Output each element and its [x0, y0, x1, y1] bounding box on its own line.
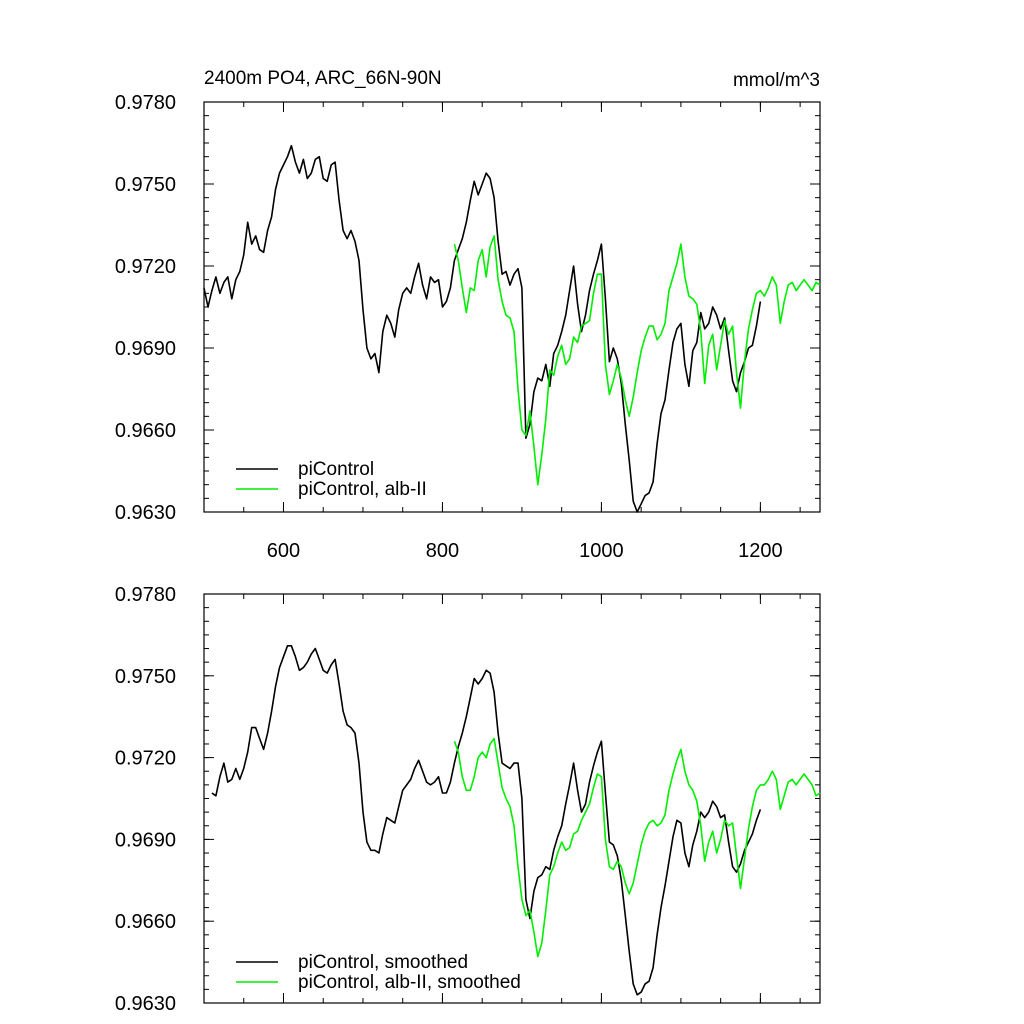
y-tick-label: 0.9630 [115, 993, 176, 1015]
y-tick-label: 0.9780 [115, 92, 176, 114]
y-tick-label: 0.9750 [115, 174, 176, 196]
legend-label: piControl, alb-II [298, 479, 427, 500]
x-tick-label: 600 [267, 540, 300, 562]
y-tick-label: 0.9690 [115, 338, 176, 360]
y-tick-label: 0.9630 [115, 502, 176, 524]
x-tick-label: 1200 [738, 540, 783, 562]
y-tick-label: 0.9720 [115, 748, 176, 770]
plot-frame [203, 593, 821, 1004]
legend-label: piControl [298, 459, 374, 480]
units-label: mmol/m^3 [733, 70, 820, 91]
series-line-picontrol-alb-ii [453, 235, 821, 486]
chart-title: 2400m PO4, ARC_66N-90N [204, 68, 442, 89]
y-tick-label: 0.9690 [115, 829, 176, 851]
series-line-picontrol-alb-ii-smoothed [453, 737, 821, 958]
y-tick-label: 0.9660 [115, 911, 176, 933]
x-tick-label: 800 [426, 540, 459, 562]
y-tick-label: 0.9750 [115, 666, 176, 688]
bottom-panel: 0.9780 0.9750 0.9720 0.9690 0.9660 0.9630 piCo… [115, 584, 821, 1015]
legend-label: piControl, smoothed [298, 952, 468, 973]
series-line-picontrol-smoothed [211, 644, 762, 996]
y-tick-label: 0.9660 [115, 420, 176, 442]
y-tick-label: 0.9720 [115, 256, 176, 278]
x-tick-label: 1000 [579, 540, 624, 562]
series-line-picontrol [203, 144, 762, 513]
y-tick-label: 0.9780 [115, 584, 176, 606]
top-panel: 2400m PO4, ARC_66N-90N mmol/m^3 0.9780 0.… [115, 68, 821, 562]
legend-label: piControl, alb-II, smoothed [298, 972, 521, 993]
